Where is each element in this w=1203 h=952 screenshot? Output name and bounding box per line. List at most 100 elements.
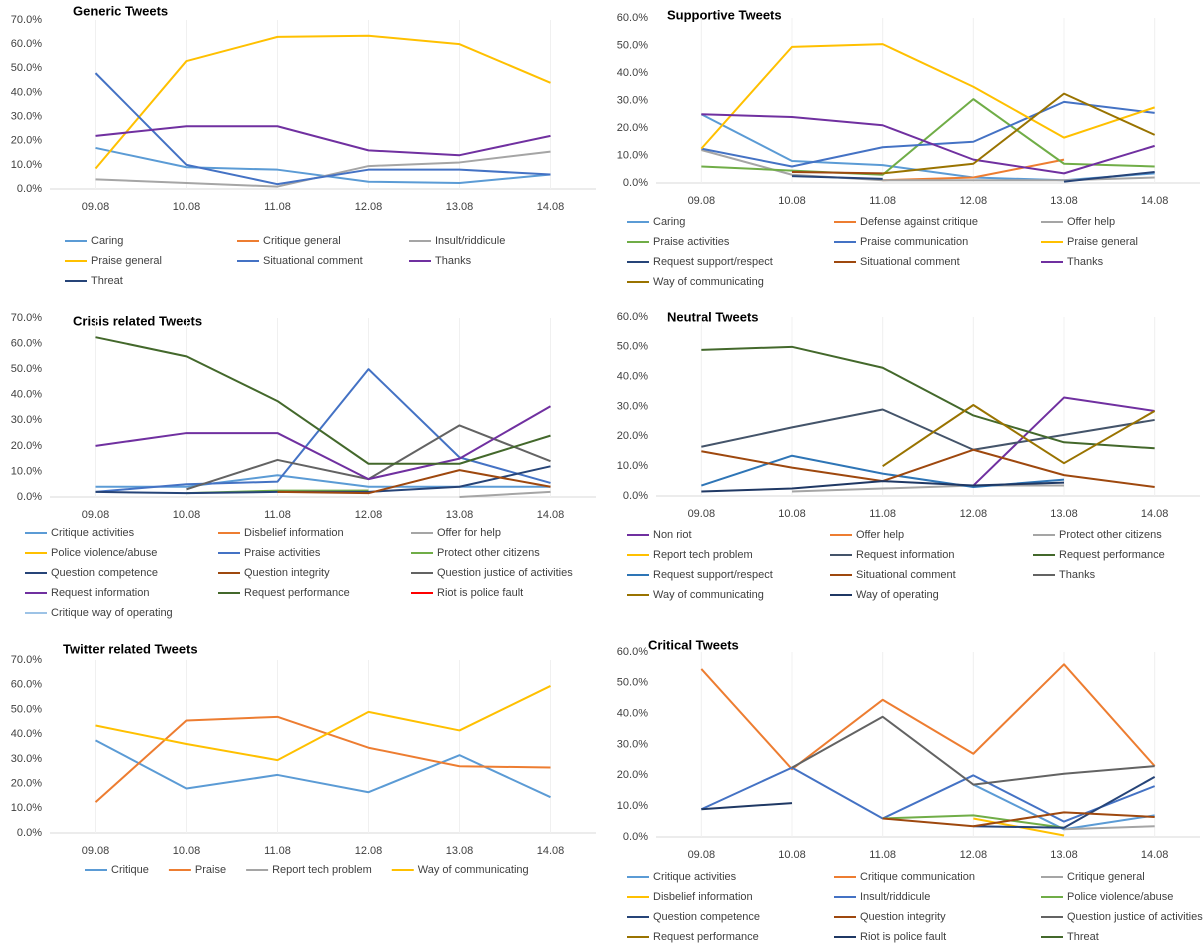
legend-label: Way of communicating bbox=[653, 589, 764, 601]
data-line bbox=[791, 171, 883, 175]
x-tick-label: 13.08 bbox=[446, 845, 474, 857]
y-tick-label: 70.0% bbox=[11, 654, 42, 666]
x-tick-label: 11.08 bbox=[869, 508, 896, 520]
x-tick-label: 14.08 bbox=[1141, 508, 1169, 520]
x-tick-label: 12.08 bbox=[960, 849, 988, 861]
data-line bbox=[1063, 825, 1155, 831]
legend-label: Threat bbox=[91, 275, 123, 287]
y-tick-label: 30.0% bbox=[11, 414, 42, 426]
chart-title: Crisis related Tweets bbox=[73, 313, 202, 328]
y-tick-label: 40.0% bbox=[11, 86, 42, 98]
legend-label: Question competence bbox=[51, 567, 158, 579]
y-tick-label: 40.0% bbox=[617, 708, 648, 720]
y-tick-label: 50.0% bbox=[617, 341, 648, 353]
legend-label: Situational comment bbox=[860, 256, 960, 268]
y-tick-label: 60.0% bbox=[617, 646, 648, 658]
x-tick-label: 14.08 bbox=[1141, 849, 1169, 861]
data-line bbox=[277, 469, 551, 495]
x-tick-label: 09.08 bbox=[82, 201, 110, 213]
data-line bbox=[95, 474, 551, 488]
y-tick-label: 20.0% bbox=[617, 769, 648, 781]
legend-label: Request performance bbox=[244, 587, 350, 599]
y-tick-label: 10.0% bbox=[617, 800, 648, 812]
y-tick-label: 0.0% bbox=[623, 490, 648, 502]
y-tick-label: 60.0% bbox=[11, 337, 42, 349]
legend-label: Critique general bbox=[1067, 871, 1145, 883]
y-tick-label: 70.0% bbox=[11, 312, 42, 324]
data-line bbox=[701, 408, 1155, 451]
data-line bbox=[701, 98, 1155, 176]
data-line bbox=[882, 404, 1156, 467]
x-tick-label: 10.08 bbox=[778, 195, 806, 207]
data-line bbox=[882, 811, 1155, 828]
legend-label: Praise bbox=[195, 864, 226, 876]
legend-label: Report tech problem bbox=[272, 864, 372, 876]
y-tick-label: 60.0% bbox=[617, 311, 648, 323]
x-tick-label: 10.08 bbox=[173, 201, 201, 213]
y-tick-label: 60.0% bbox=[617, 12, 648, 24]
data-line bbox=[95, 368, 551, 493]
y-tick-label: 10.0% bbox=[11, 802, 42, 814]
x-tick-label: 10.08 bbox=[778, 508, 806, 520]
x-tick-label: 09.08 bbox=[82, 509, 110, 521]
legend-label: Way of operating bbox=[856, 589, 939, 601]
x-tick-label: 10.08 bbox=[173, 509, 201, 521]
legend-label: Praise general bbox=[91, 255, 162, 267]
x-tick-label: 09.08 bbox=[688, 195, 716, 207]
data-line bbox=[701, 802, 793, 811]
legend-label: Caring bbox=[653, 216, 685, 228]
legend-label: Request information bbox=[51, 587, 149, 599]
legend-label: Disbelief information bbox=[244, 527, 344, 539]
y-tick-label: 50.0% bbox=[11, 363, 42, 375]
x-tick-label: 13.08 bbox=[1050, 195, 1078, 207]
legend-label: Critique activities bbox=[653, 871, 737, 883]
y-tick-label: 40.0% bbox=[617, 67, 648, 79]
x-tick-label: 09.08 bbox=[688, 508, 716, 520]
y-tick-label: 10.0% bbox=[617, 149, 648, 161]
x-tick-label: 11.08 bbox=[869, 195, 896, 207]
data-line bbox=[791, 171, 1155, 183]
y-tick-label: 0.0% bbox=[17, 491, 42, 503]
data-line bbox=[95, 405, 551, 481]
y-tick-label: 50.0% bbox=[11, 62, 42, 74]
legend-label: Situational comment bbox=[856, 569, 956, 581]
x-tick-label: 13.08 bbox=[446, 201, 474, 213]
legend-label: Insult/riddicule bbox=[860, 891, 930, 903]
legend-label: Question justice of activities bbox=[1067, 911, 1203, 923]
y-tick-label: 0.0% bbox=[623, 831, 648, 843]
legend-label: Offer help bbox=[856, 529, 904, 541]
x-tick-label: 14.08 bbox=[1141, 195, 1169, 207]
legend-label: Thanks bbox=[1059, 569, 1096, 581]
data-line bbox=[95, 685, 551, 762]
data-line bbox=[972, 783, 1155, 831]
legend-label: Question integrity bbox=[244, 567, 330, 579]
x-tick-label: 12.08 bbox=[355, 845, 383, 857]
x-tick-label: 10.08 bbox=[173, 845, 201, 857]
data-line bbox=[95, 739, 551, 799]
x-tick-label: 11.08 bbox=[869, 849, 896, 861]
x-tick-label: 14.08 bbox=[537, 201, 565, 213]
x-tick-label: 13.08 bbox=[446, 509, 474, 521]
chart-title: Supportive Tweets bbox=[667, 7, 782, 22]
chart-title: Twitter related Tweets bbox=[63, 641, 198, 656]
y-tick-label: 20.0% bbox=[617, 430, 648, 442]
legend-label: Request support/respect bbox=[653, 569, 773, 581]
legend-label: Critique activities bbox=[51, 527, 135, 539]
legend-label: Way of communicating bbox=[653, 276, 764, 288]
data-line bbox=[791, 715, 1155, 786]
y-tick-label: 30.0% bbox=[617, 738, 648, 750]
legend-label: Praise communication bbox=[860, 236, 968, 248]
x-tick-label: 12.08 bbox=[355, 201, 383, 213]
legend-label: Request support/respect bbox=[653, 256, 773, 268]
y-tick-label: 20.0% bbox=[11, 440, 42, 452]
legend-label: Protect other citizens bbox=[437, 547, 540, 559]
legend-label: Praise activities bbox=[653, 236, 730, 248]
legend-label: Thanks bbox=[1067, 256, 1104, 268]
data-line bbox=[882, 814, 1065, 829]
y-tick-label: 60.0% bbox=[11, 38, 42, 50]
x-tick-label: 09.08 bbox=[688, 849, 716, 861]
legend-label: Police violence/abuse bbox=[1067, 891, 1173, 903]
y-tick-label: 30.0% bbox=[11, 753, 42, 765]
y-tick-label: 20.0% bbox=[617, 122, 648, 134]
